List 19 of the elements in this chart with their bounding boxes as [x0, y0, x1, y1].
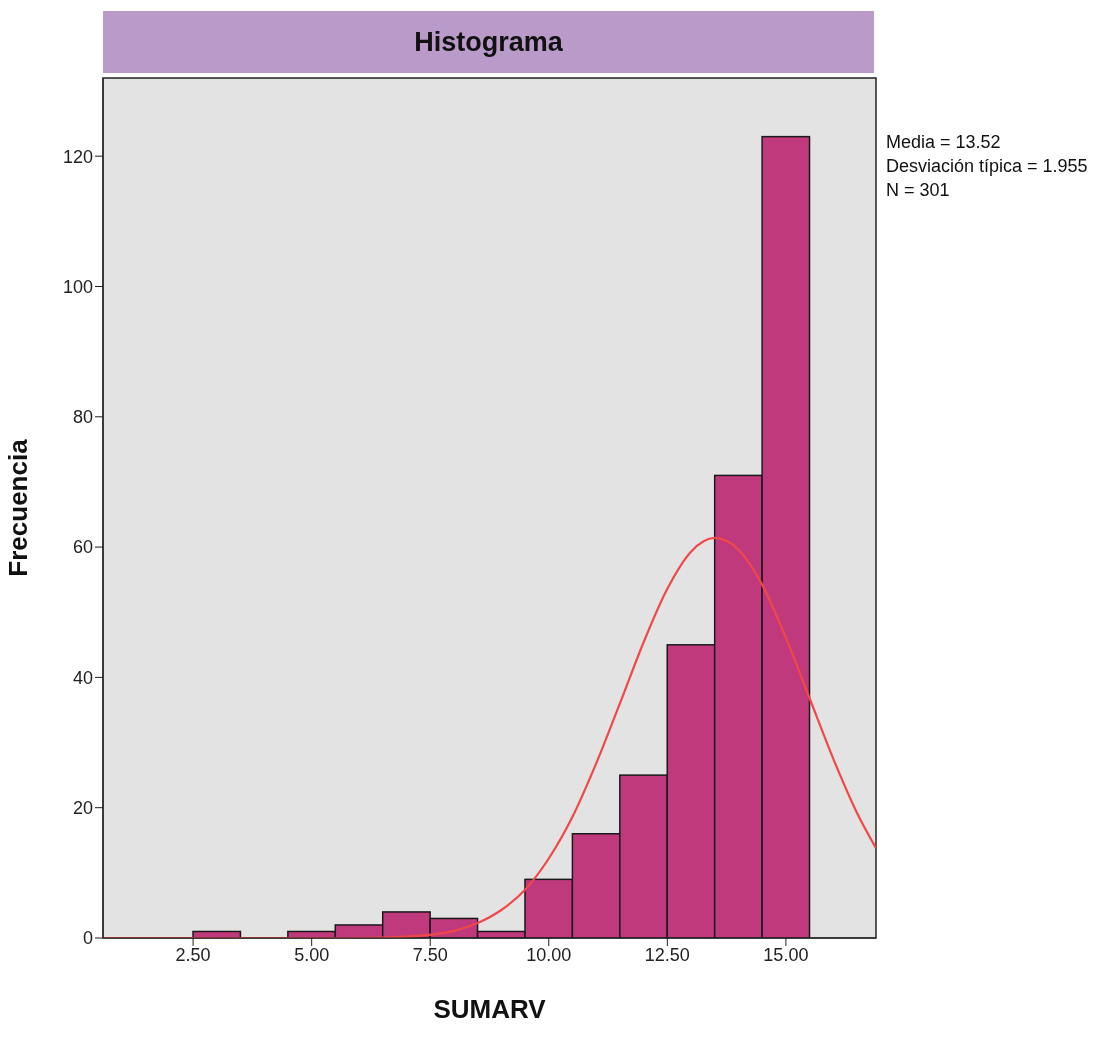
y-tick-label: 0 [82, 928, 93, 949]
text: N = 301 [886, 179, 951, 202]
x-tick-label: 5.00 [294, 944, 330, 965]
y-tick-label: 120 [62, 146, 93, 167]
y-tick-label: 100 [62, 276, 93, 297]
x-tick-label: 15.00 [763, 944, 809, 965]
x-axis-title: SUMARV [433, 994, 547, 1024]
x-tick-label: 7.50 [412, 944, 448, 965]
y-tick-label: 20 [72, 798, 93, 819]
y-tick-label: 60 [72, 537, 93, 558]
x-tick-label: 12.50 [644, 944, 690, 965]
y-tick-label: 80 [72, 407, 93, 428]
chart-title: Histograma [102, 10, 875, 74]
text: Media = 13.52 [886, 131, 1002, 154]
text: Desviación típica = 1.955 [886, 155, 1088, 178]
x-tick-label: 2.50 [175, 944, 211, 965]
x-tick-label: 10.00 [526, 944, 572, 965]
y-tick-label: 40 [72, 667, 93, 688]
y-axis-title: Frecuencia [3, 438, 34, 577]
